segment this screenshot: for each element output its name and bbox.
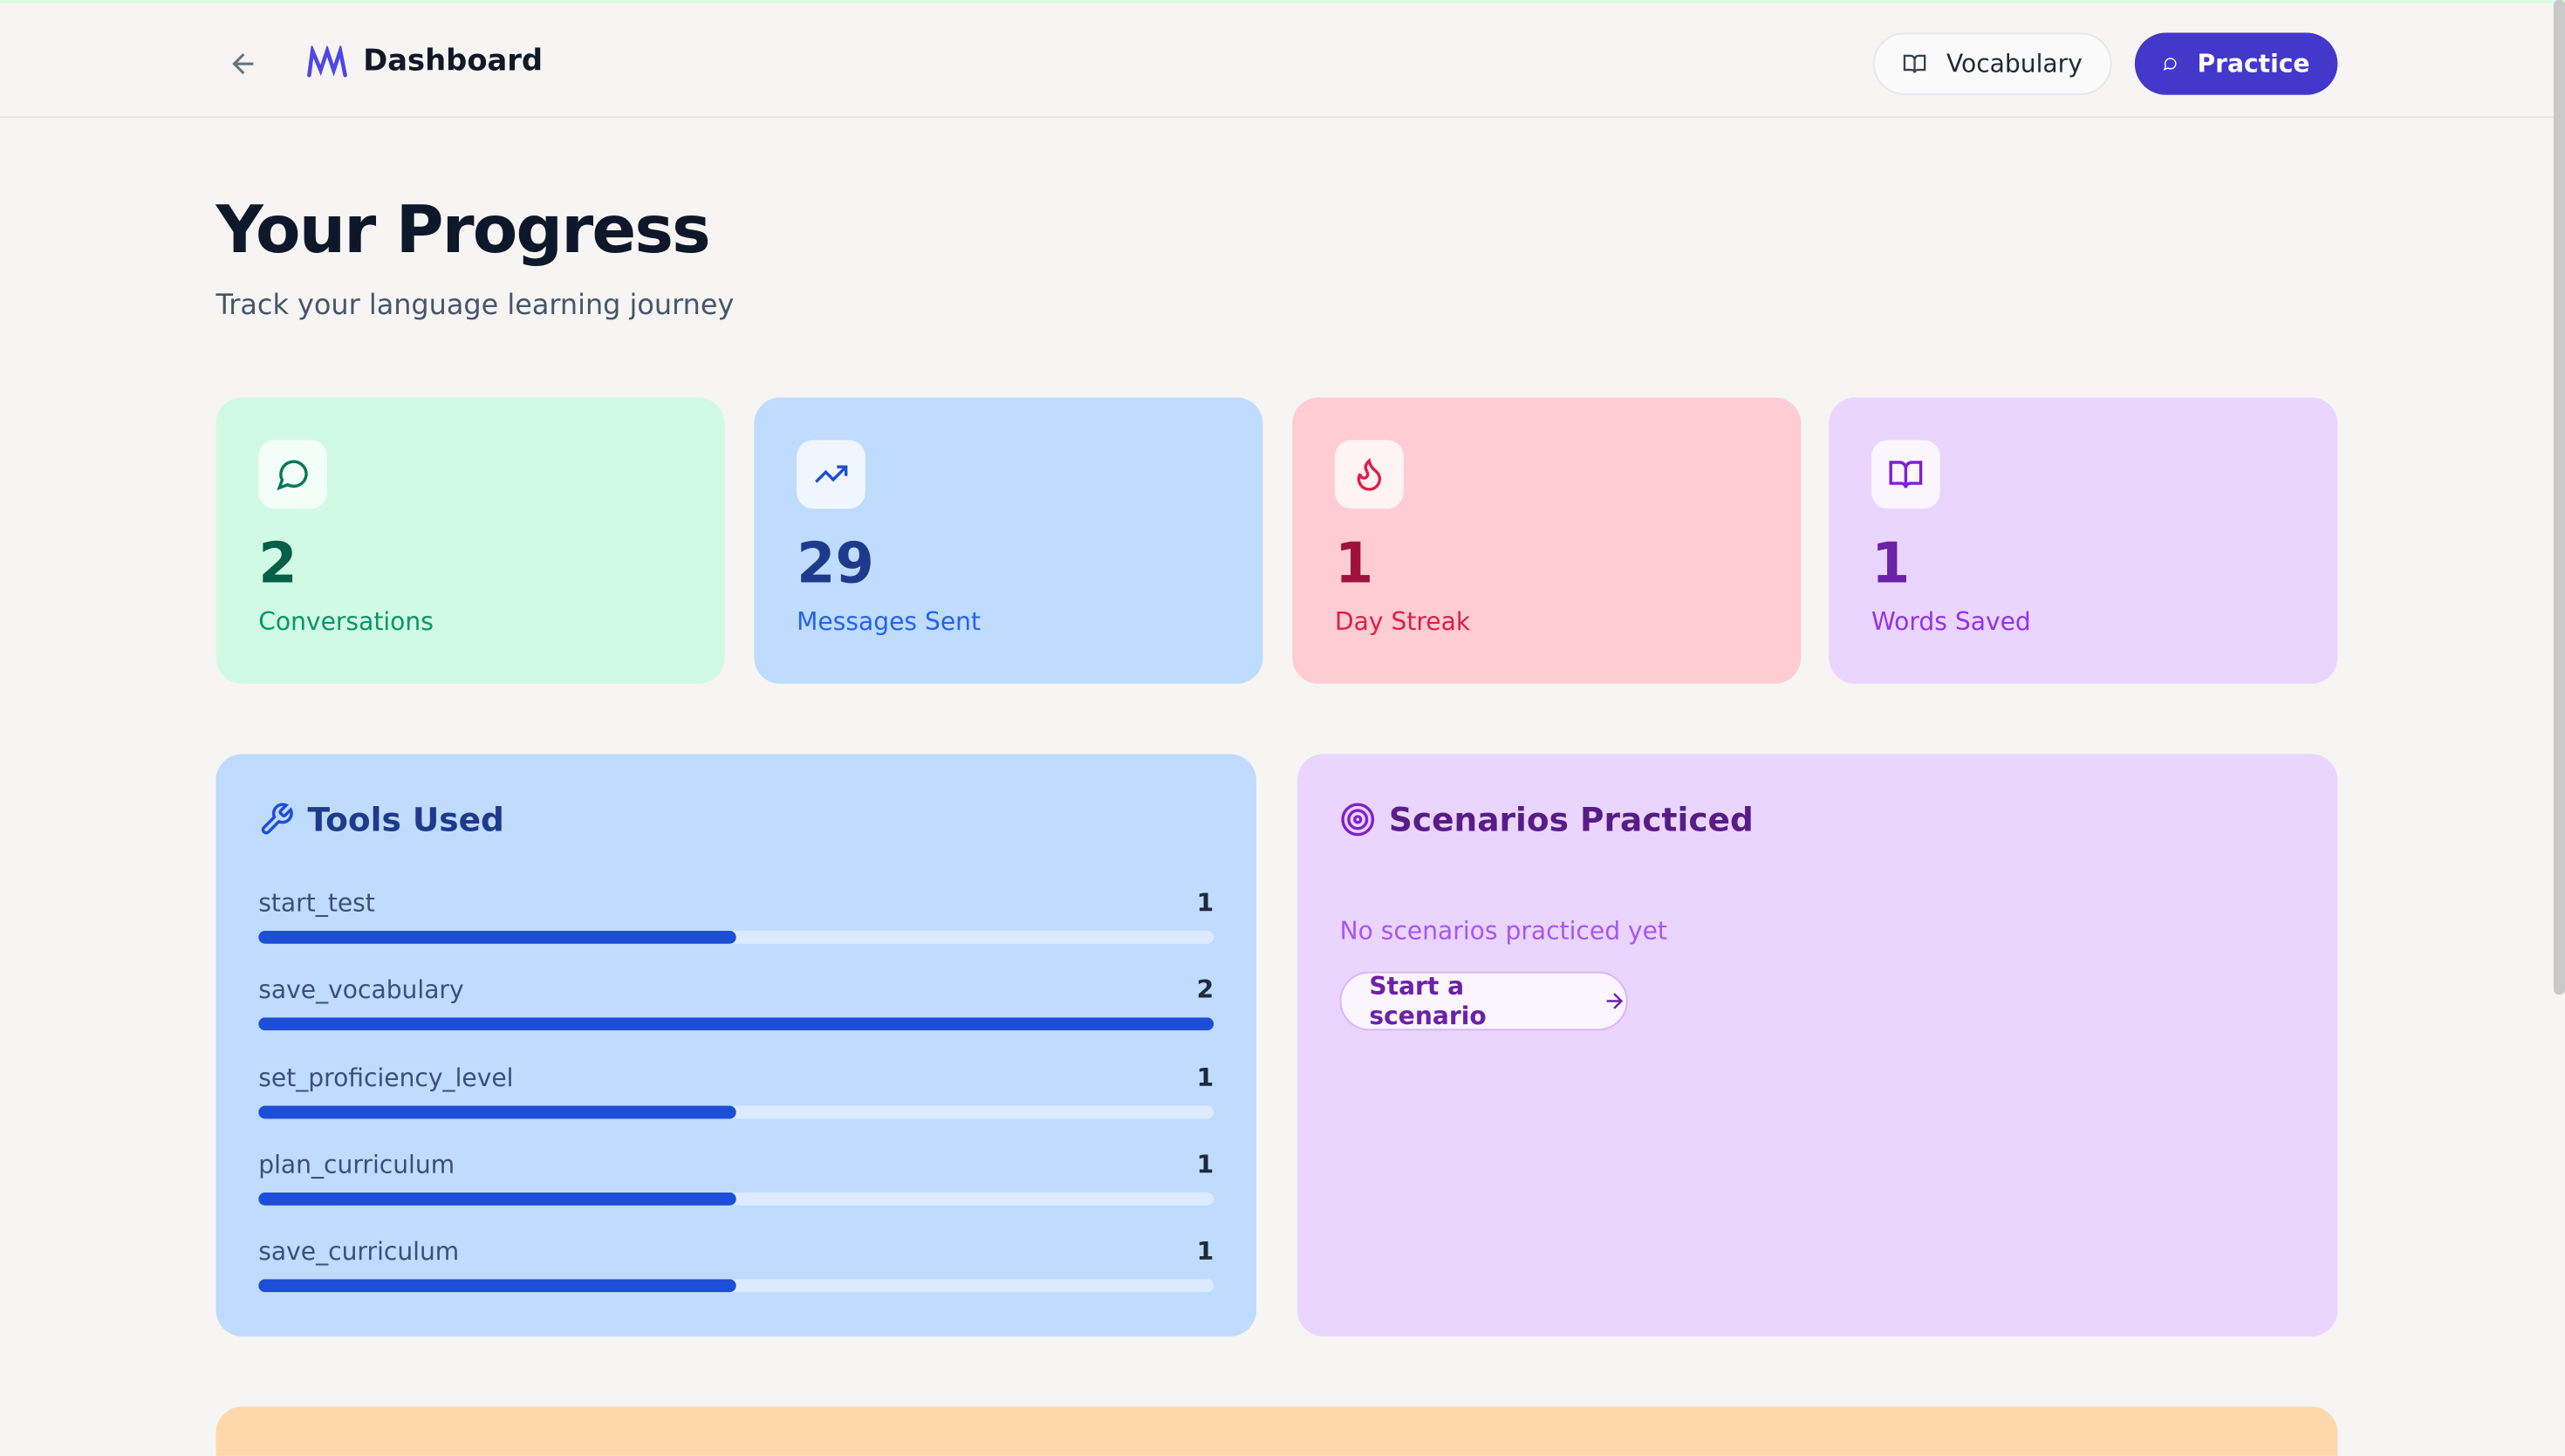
stat-value: 29 (797, 531, 874, 598)
tool-count: 1 (1196, 1149, 1214, 1179)
tool-name: start_test (258, 888, 375, 918)
book-icon (1903, 54, 1926, 73)
practice-button[interactable]: Practice (2134, 32, 2338, 95)
tool-count: 1 (1196, 1236, 1214, 1267)
tool-count: 2 (1196, 975, 1214, 1005)
stat-card: 29 Messages Sent (754, 397, 1263, 684)
bar (258, 1104, 736, 1118)
stat-value: 1 (1335, 531, 1374, 598)
logo (307, 45, 347, 78)
header-title: Dashboard (363, 44, 544, 79)
icon (258, 440, 327, 509)
header: Dashboard Vocabulary Practice (0, 0, 2565, 118)
stat-value: 2 (258, 531, 298, 598)
stat-card: 1 Day Streak (1292, 397, 1802, 684)
panel-title-text: Scenarios Practiced (1388, 799, 1754, 839)
tools-panel: Tools Used start_test 1 save_vocabulary 2 se… (215, 754, 1256, 1336)
chat-icon (2163, 58, 2177, 71)
bar (258, 930, 736, 944)
button-label: Practice (2197, 49, 2310, 79)
stat-card: 2 Conversations (215, 397, 725, 684)
button-label: Start a scenario (1369, 971, 1487, 1031)
panel-title-text: Tools Used (307, 799, 504, 839)
tool-count: 1 (1196, 1062, 1214, 1092)
icon (1335, 440, 1404, 509)
bar-track (258, 1279, 1214, 1293)
stat-value: 1 (1871, 531, 1911, 598)
page-title: Your Progress (215, 193, 711, 269)
bar (258, 1279, 736, 1293)
stat-label: Conversations (258, 606, 434, 637)
tool-count: 1 (1196, 888, 1214, 918)
icon (797, 440, 865, 509)
button-label: Vocabulary (1946, 49, 2083, 79)
bar (258, 1017, 1214, 1031)
bar-track (258, 1017, 1214, 1031)
stat-label: Words Saved (1871, 606, 2031, 637)
bar-track (258, 1104, 1214, 1118)
tool-name: plan_curriculum (258, 1149, 455, 1179)
back-button[interactable] (228, 47, 261, 80)
panel-title: Scenarios Practiced (1340, 800, 1754, 839)
scrollbar[interactable] (2553, 0, 2565, 995)
bar-track (258, 930, 1214, 944)
start-scenario-button[interactable]: Start a scenario (1339, 971, 1628, 1031)
tool-name: save_curriculum (258, 1236, 460, 1267)
bar-track (258, 1192, 1214, 1206)
tool-name: save_vocabulary (258, 975, 464, 1005)
page-subtitle: Track your language learning journey (215, 289, 735, 323)
bar (258, 1192, 736, 1206)
stat-label: Day Streak (1335, 606, 1471, 637)
stat-label: Messages Sent (797, 606, 982, 637)
tool-name: set_proficiency_level (258, 1062, 514, 1092)
next-card (215, 1406, 2338, 1456)
scenarios-panel: Scenarios Practiced No scenarios practic… (1296, 754, 2338, 1336)
icon (1871, 440, 1940, 509)
panel-title: Tools Used (258, 800, 504, 839)
vocabulary-button[interactable]: Vocabulary (1872, 32, 2112, 95)
stat-card: 1 Words Saved (1829, 397, 2338, 684)
empty-message: No scenarios practiced yet (1339, 916, 1667, 946)
